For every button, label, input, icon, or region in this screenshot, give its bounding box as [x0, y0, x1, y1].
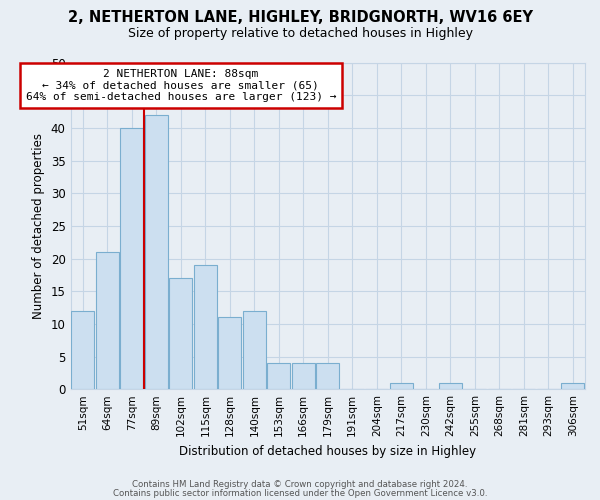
- Bar: [120, 128, 143, 389]
- Bar: [218, 318, 241, 389]
- X-axis label: Distribution of detached houses by size in Highley: Distribution of detached houses by size …: [179, 444, 476, 458]
- Bar: [439, 382, 462, 389]
- Text: 2, NETHERTON LANE, HIGHLEY, BRIDGNORTH, WV16 6EY: 2, NETHERTON LANE, HIGHLEY, BRIDGNORTH, …: [67, 10, 533, 25]
- Bar: [292, 363, 315, 389]
- Bar: [194, 265, 217, 389]
- Y-axis label: Number of detached properties: Number of detached properties: [32, 133, 46, 319]
- Text: Size of property relative to detached houses in Highley: Size of property relative to detached ho…: [128, 28, 473, 40]
- Text: 2 NETHERTON LANE: 88sqm
← 34% of detached houses are smaller (65)
64% of semi-de: 2 NETHERTON LANE: 88sqm ← 34% of detache…: [26, 69, 336, 102]
- Bar: [169, 278, 193, 389]
- Bar: [389, 382, 413, 389]
- Text: Contains public sector information licensed under the Open Government Licence v3: Contains public sector information licen…: [113, 489, 487, 498]
- Text: Contains HM Land Registry data © Crown copyright and database right 2024.: Contains HM Land Registry data © Crown c…: [132, 480, 468, 489]
- Bar: [242, 311, 266, 389]
- Bar: [71, 311, 94, 389]
- Bar: [561, 382, 584, 389]
- Bar: [96, 252, 119, 389]
- Bar: [316, 363, 340, 389]
- Bar: [267, 363, 290, 389]
- Bar: [145, 115, 168, 389]
